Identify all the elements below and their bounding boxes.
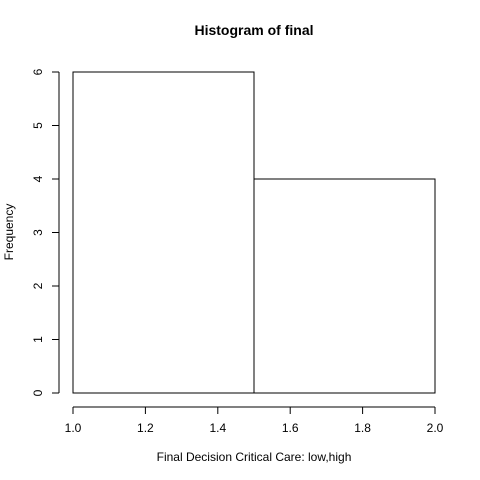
y-tick-label: 2: [31, 282, 45, 289]
y-tick-label: 3: [31, 229, 45, 236]
histogram-bar-1: [72, 71, 255, 394]
histogram-bar-2: [253, 178, 436, 394]
x-tick-label: 1.4: [209, 421, 226, 435]
chart-title: Histogram of final: [194, 22, 313, 38]
x-tick-label: 1.6: [282, 421, 299, 435]
y-axis-label: Frequency: [2, 204, 16, 261]
x-axis: 1.0 1.2 1.4 1.6 1.8 2.0: [65, 406, 444, 435]
y-tick-label: 4: [31, 175, 45, 182]
x-axis-label: Final Decision Critical Care: low,high: [157, 450, 352, 464]
bars-group: [72, 71, 436, 394]
y-tick-label: 5: [31, 122, 45, 129]
x-tick-label: 1.2: [137, 421, 154, 435]
x-tick-label: 2.0: [427, 421, 444, 435]
y-tick-label: 0: [31, 389, 45, 396]
y-axis: 0 1 2 3 4 5 6: [31, 68, 60, 396]
x-tick-label: 1.0: [65, 421, 82, 435]
y-tick-label: 1: [31, 336, 45, 343]
y-tick-label: 6: [31, 68, 45, 75]
x-tick-label: 1.8: [354, 421, 371, 435]
